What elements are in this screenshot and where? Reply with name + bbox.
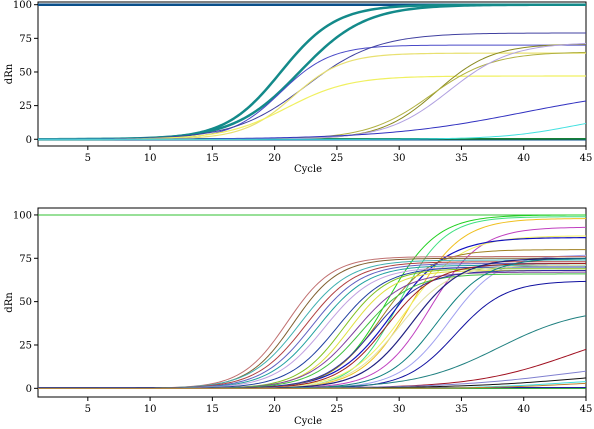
x-axis-title: Cycle [294, 164, 322, 175]
x-tick-label: 30 [393, 153, 406, 164]
series-line-14 [38, 122, 586, 140]
x-tick-label: 45 [580, 404, 593, 415]
series-group [38, 214, 586, 389]
chart-panel-2: 5 10 15 20 25 30 35 40 45 0 25 50 75 100 Cycle dRn [4, 207, 593, 427]
x-tick-label: 10 [144, 404, 157, 415]
series-line-13 [38, 100, 586, 140]
y-axis-title: dRn [4, 63, 15, 84]
series-line-8 [38, 235, 586, 389]
x-tick-label: 5 [85, 404, 91, 415]
y-tick-label: 75 [19, 254, 32, 265]
series-line-18 [38, 266, 586, 389]
series-line-20 [38, 268, 586, 389]
x-tick-label: 30 [393, 404, 406, 415]
x-tick-label: 20 [268, 153, 281, 164]
x-tick-label: 35 [455, 404, 468, 415]
x-tick-label: 35 [455, 153, 468, 164]
x-tick-label: 40 [517, 153, 530, 164]
series-line-5 [38, 3, 586, 141]
y-tick-label: 25 [19, 101, 32, 112]
x-tick-label: 15 [206, 153, 219, 164]
x-tick-label: 15 [206, 404, 219, 415]
series-line-12 [38, 256, 586, 389]
y-tick-label: 0 [26, 135, 32, 146]
y-tick-label: 100 [13, 210, 32, 221]
x-tick-label: 40 [517, 404, 530, 415]
series-line-6 [38, 218, 586, 389]
y-tick-label: 50 [19, 67, 32, 78]
series-group [38, 3, 586, 141]
y-axis-title: dRn [4, 292, 15, 313]
x-tick-label: 20 [268, 404, 281, 415]
x-tick-label: 25 [331, 404, 344, 415]
y-tick-label: 25 [19, 340, 32, 351]
series-line-4 [38, 3, 586, 141]
x-tick-label: 25 [331, 153, 344, 164]
y-tick-label: 0 [26, 384, 32, 395]
plot-frame [37, 1, 587, 147]
series-line-7 [38, 32, 586, 140]
series-line-9 [38, 75, 586, 140]
x-tick-label: 45 [580, 153, 593, 164]
chart-panel-1: 5 10 15 20 25 30 35 40 45 0 25 50 75 100 Cycle dRn [4, 0, 592, 175]
series-line-35 [38, 382, 586, 389]
plot-frame [37, 207, 587, 398]
y-tick-label: 50 [19, 297, 32, 308]
x-tick-label: 10 [144, 153, 157, 164]
series-line-19 [38, 266, 586, 389]
y-tick-label: 100 [13, 0, 32, 11]
series-line-4 [38, 214, 586, 389]
series-line-5 [38, 216, 586, 389]
y-tick-label: 75 [19, 34, 32, 45]
series-line-11 [38, 254, 586, 389]
x-tick-label: 5 [85, 153, 91, 164]
x-axis-title: Cycle [294, 416, 322, 427]
